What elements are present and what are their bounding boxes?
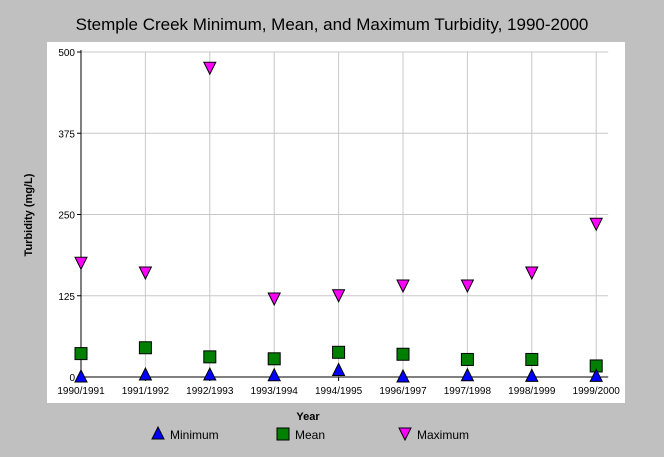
data-marks xyxy=(74,61,604,383)
chart-title: Stemple Creek Minimum, Mean, and Maximum… xyxy=(76,15,589,34)
legend-label-mean: Mean xyxy=(295,428,325,442)
x-tick-label: 1992/1993 xyxy=(186,386,234,397)
y-tick-label: 250 xyxy=(58,211,75,222)
legend-label-minimum: Minimum xyxy=(170,428,219,442)
minimum-point xyxy=(331,362,346,376)
mean-point xyxy=(332,345,346,359)
tick-labels: 0 125 250 375 500 1990/1991 1991/1992 1992/1993… xyxy=(57,48,620,397)
minimum-point xyxy=(589,368,604,382)
maximum-point xyxy=(396,279,410,294)
maximum-point xyxy=(589,217,604,232)
legend-marker-maximum xyxy=(398,427,412,442)
legend-marker-mean xyxy=(276,427,290,441)
minimum-point xyxy=(460,367,475,382)
minimum-point xyxy=(396,368,410,383)
mean-point xyxy=(267,352,281,366)
y-tick-label: 500 xyxy=(58,48,75,59)
maximum-point xyxy=(267,292,282,307)
minimum-point xyxy=(524,368,539,382)
maximum-point xyxy=(138,266,153,281)
grid xyxy=(81,51,609,378)
maximum-point xyxy=(74,256,88,271)
x-tick-label: 1991/1992 xyxy=(122,386,170,397)
maximum-point xyxy=(331,289,346,303)
mean-point xyxy=(460,352,474,366)
y-tick-label: 375 xyxy=(58,129,75,140)
maximum-point xyxy=(524,266,539,281)
x-tick-label: 1999/2000 xyxy=(573,386,621,397)
x-tick-label: 1990/1991 xyxy=(57,386,105,397)
maximum-point xyxy=(202,61,217,76)
x-tick-label: 1993/1994 xyxy=(251,386,299,397)
mean-point xyxy=(74,347,88,361)
x-axis-label: Year xyxy=(296,411,320,423)
x-tick-label: 1994/1995 xyxy=(315,386,363,397)
y-tick-label: 0 xyxy=(69,373,75,384)
minimum-point xyxy=(138,366,153,381)
mean-point xyxy=(525,352,539,366)
minimum-point xyxy=(267,367,282,382)
mean-point xyxy=(396,347,410,361)
x-tick-label: 1996/1997 xyxy=(379,386,427,397)
y-axis-label: Turbidity (mg/L) xyxy=(23,173,35,256)
y-tick-label: 125 xyxy=(58,292,75,303)
legend-label-maximum: Maximum xyxy=(417,428,469,442)
minimum-point xyxy=(202,366,217,381)
minimum-point xyxy=(74,368,88,383)
mean-point xyxy=(138,341,152,355)
x-tick-label: 1998/1999 xyxy=(508,386,556,397)
legend: Minimum Mean Maximum xyxy=(151,425,469,442)
maximum-point xyxy=(460,279,475,294)
x-tick-label: 1997/1998 xyxy=(444,386,492,397)
legend-marker-minimum xyxy=(151,425,165,440)
mean-point xyxy=(203,350,217,364)
